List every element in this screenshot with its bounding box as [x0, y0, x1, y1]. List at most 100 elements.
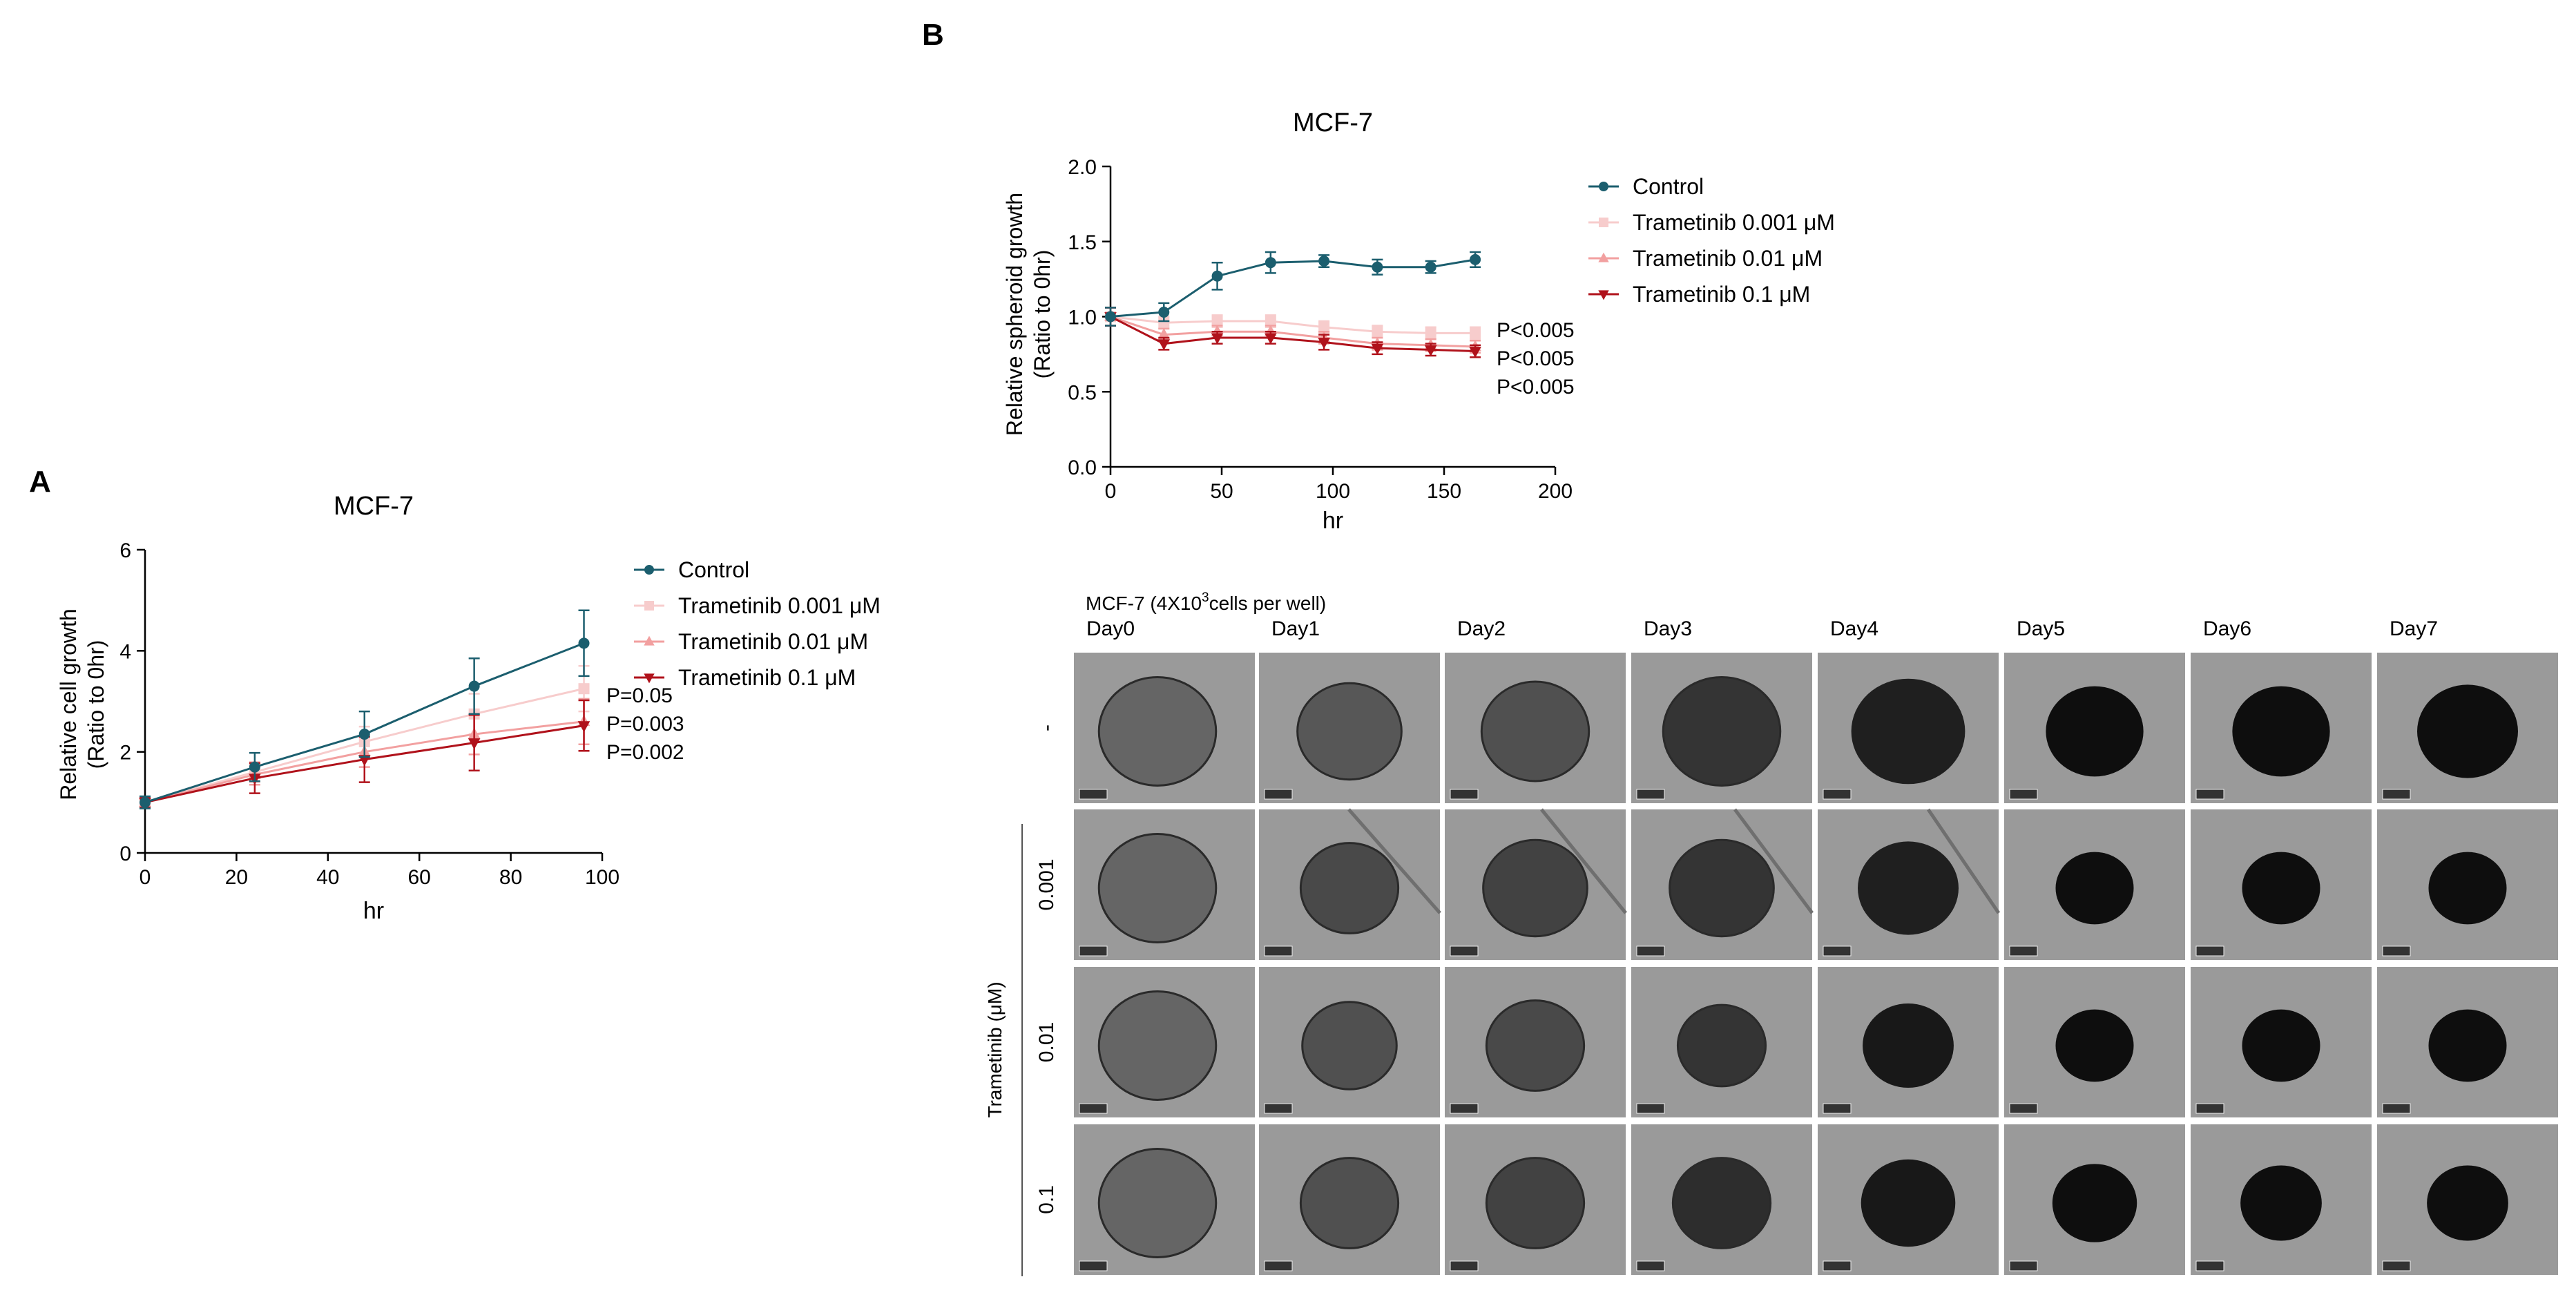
scale-bar	[1823, 1260, 1852, 1271]
spheroid	[1302, 1001, 1397, 1090]
data-point	[1424, 345, 1437, 356]
data-point	[578, 683, 590, 695]
image-cell	[1074, 967, 1255, 1117]
data-point	[468, 738, 481, 750]
series-line-3	[1110, 316, 1476, 353]
day-label: Day6	[2203, 617, 2251, 640]
spheroid-edge	[1299, 842, 1400, 934]
scale-bar	[1636, 1260, 1665, 1271]
chart-a-annotation-3: P=0.002	[606, 741, 684, 764]
data-point	[578, 637, 590, 649]
spheroid	[1486, 1000, 1584, 1091]
x-tick-label: 20	[225, 866, 248, 889]
row-label: -	[1035, 724, 1058, 731]
day-label: Day3	[1644, 617, 1692, 640]
legend-marker	[644, 635, 655, 646]
spheroid	[2242, 1009, 2320, 1082]
chart-b-annotation-3: P<0.005	[1497, 376, 1575, 398]
data-point	[1318, 338, 1330, 349]
scale-bar	[2195, 945, 2224, 957]
row-label: 0.1	[1035, 1185, 1058, 1214]
scale-bar	[1636, 945, 1665, 957]
spheroid-edge	[1485, 999, 1586, 1092]
y-tick-label: 1.0	[1068, 307, 1097, 329]
image-cell	[2377, 809, 2558, 960]
scale-bar	[1264, 1103, 1293, 1114]
data-point	[1318, 321, 1330, 333]
spheroid-edge	[1482, 838, 1588, 938]
scale-bar	[2009, 1103, 2038, 1114]
spheroid-edge	[1301, 1001, 1398, 1091]
spheroid	[2417, 684, 2518, 778]
chart-b-annotation-1: P<0.005	[1497, 319, 1575, 342]
day-label: Day5	[2017, 617, 2065, 640]
image-cell	[1631, 808, 1814, 960]
y-tick-label: 4	[119, 640, 131, 663]
data-point	[1470, 253, 1481, 265]
spheroid	[1861, 1159, 1956, 1247]
spheroid	[1851, 678, 1965, 785]
spheroid	[1297, 683, 1402, 780]
spheroid-edge	[1097, 990, 1218, 1101]
chart-a: MCF-7 hr Relative cell growth (Ratio to …	[56, 492, 881, 924]
legend-marker	[644, 565, 654, 575]
scale-bar	[1823, 945, 1852, 957]
data-point	[249, 761, 260, 773]
data-point	[358, 755, 371, 767]
legend-marker	[1598, 252, 1609, 262]
spheroid-edge	[1662, 676, 1782, 787]
chart-b-ylabel-1: Relative spheroid growth	[1002, 193, 1027, 436]
spheroid	[2427, 1165, 2508, 1241]
image-cell	[2191, 1124, 2372, 1275]
spheroid	[1678, 1005, 1766, 1086]
spheroid	[2242, 852, 2320, 925]
image-cell	[2004, 967, 2185, 1117]
spheroid	[1099, 1149, 1216, 1258]
image-cell	[1818, 967, 1999, 1117]
chart-a-ylabel-1: Relative cell growth	[56, 608, 81, 800]
scale-bar	[1823, 789, 1852, 800]
spheroid	[1300, 1157, 1398, 1249]
x-tick-label: 0	[1105, 480, 1117, 503]
chart-a-title: MCF-7	[334, 492, 414, 521]
scale-bar	[1264, 789, 1293, 800]
x-tick-label: 60	[408, 866, 431, 889]
data-point	[1470, 327, 1481, 339]
scale-bar	[2382, 789, 2411, 800]
scale-bar	[1450, 789, 1479, 800]
chart-a-plot: 0 20 40 60 80 100 0 2 4 6	[119, 539, 619, 889]
spheroid	[2046, 686, 2144, 777]
day-label: Day1	[1271, 617, 1320, 640]
panel-label-b: B	[922, 18, 944, 52]
y-tick-label: 2.0	[1068, 156, 1097, 179]
spheroid	[1863, 1003, 1954, 1088]
legend-label: Control	[1633, 174, 1704, 199]
y-tick-label: 0	[119, 843, 131, 865]
image-cell	[2004, 653, 2185, 803]
spheroid	[2055, 1009, 2134, 1082]
spheroid	[2055, 852, 2134, 925]
spheroid-edge	[1097, 676, 1218, 787]
chart-b-title: MCF-7	[1293, 108, 1373, 137]
scale-bar	[1636, 789, 1665, 800]
chart-b-legend: Control Trametinib 0.001 μM Trametinib 0.0…	[1588, 174, 1835, 307]
spheroid	[1099, 834, 1216, 943]
data-point	[1157, 328, 1171, 339]
image-cell	[2191, 653, 2372, 803]
series-line-0	[1110, 258, 1476, 318]
grid-header: MCF-7 (4X103cells per well)	[1086, 590, 1326, 614]
day-label: Day0	[1086, 617, 1135, 640]
data-point	[140, 796, 151, 808]
spheroid-edge	[1296, 682, 1403, 781]
y-tick-label: 2	[119, 742, 131, 765]
scratch-line	[1540, 808, 1627, 914]
image-cell	[1445, 808, 1627, 960]
series-line-1	[1110, 316, 1476, 334]
data-point	[1265, 333, 1277, 345]
chart-a-annotation-2: P=0.003	[606, 713, 684, 736]
image-cell	[1445, 967, 1626, 1117]
scale-bar	[1079, 945, 1108, 957]
spheroid	[1663, 677, 1780, 786]
data-point	[1265, 316, 1276, 327]
scale-bar	[1264, 1260, 1293, 1271]
